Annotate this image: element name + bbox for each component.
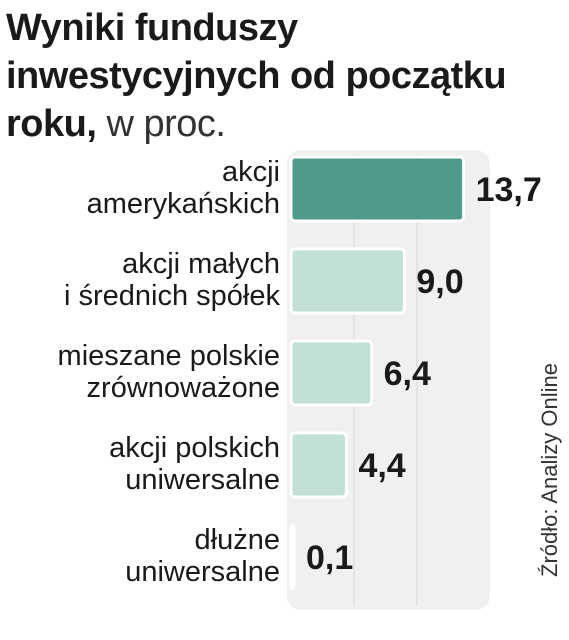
category-label-3-line-1: uniwersalne <box>125 464 280 496</box>
value-label-2: 6,4 <box>384 355 431 393</box>
category-label-0-line-1: amerykańskich <box>87 188 280 220</box>
bar-1 <box>289 247 406 315</box>
chart-bars <box>289 155 466 591</box>
chart-title-main: Wyniki funduszy inwestycyjnych od począt… <box>6 7 507 145</box>
category-label-1-line-0: akcji małych <box>122 248 280 280</box>
value-label-0: 13,7 <box>476 171 542 209</box>
value-label-3: 4,4 <box>358 447 405 485</box>
bar-2 <box>289 339 374 407</box>
chart-title: Wyniki funduszy inwestycyjnych od począt… <box>6 4 546 148</box>
category-label-0-line-0: akcji <box>222 156 280 188</box>
bar-0 <box>289 155 466 223</box>
category-label-2-line-0: mieszane polskie <box>58 340 280 372</box>
value-label-1: 9,0 <box>416 263 463 301</box>
category-label-2-line-1: zrównoważone <box>87 372 280 404</box>
category-label-3-line-0: akcji polskich <box>109 432 280 464</box>
bar-3 <box>289 431 348 499</box>
category-label-4-line-1: uniwersalne <box>125 556 280 588</box>
value-label-4: 0,1 <box>306 539 353 577</box>
chart-title-unit: w proc. <box>106 103 226 145</box>
category-label-4-line-0: dłużne <box>195 524 280 556</box>
category-label-1-line-1: i średnich spółek <box>64 280 280 312</box>
source-note: Źródło: Analizy Online <box>537 363 562 577</box>
bar-4 <box>289 523 296 591</box>
